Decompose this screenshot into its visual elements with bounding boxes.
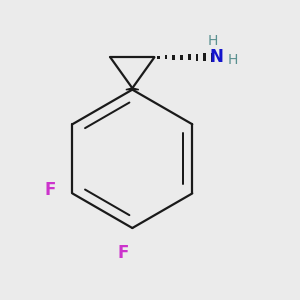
Text: N: N <box>209 48 223 66</box>
Polygon shape <box>157 56 160 58</box>
Polygon shape <box>203 53 206 61</box>
Text: F: F <box>118 244 129 262</box>
Text: H: H <box>208 34 218 48</box>
Polygon shape <box>165 56 167 59</box>
Polygon shape <box>211 53 214 62</box>
Text: F: F <box>45 182 56 200</box>
Polygon shape <box>180 55 183 60</box>
Polygon shape <box>196 54 198 61</box>
Polygon shape <box>172 55 175 59</box>
Polygon shape <box>188 54 190 60</box>
Polygon shape <box>126 88 139 90</box>
Text: H: H <box>227 52 238 67</box>
